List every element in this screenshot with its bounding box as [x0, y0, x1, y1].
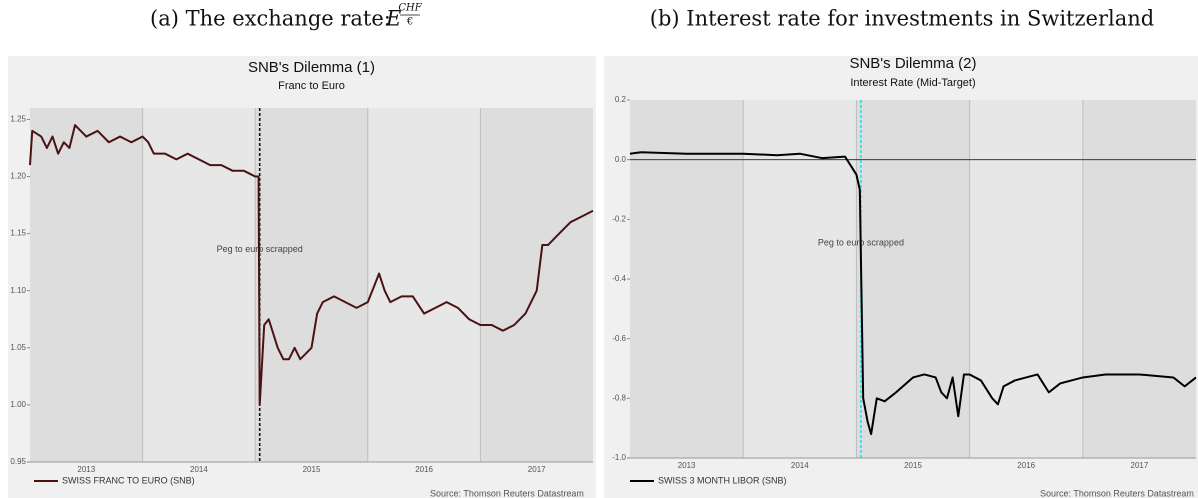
y-tick-label: -1.0 — [612, 453, 626, 462]
chart-subtitle: Franc to Euro — [278, 80, 345, 92]
chart-panel: 2013 2014 2015 2016 2017 0.95 1.00 1.05 1.10 1.15… — [8, 56, 596, 498]
x-tick-label: 2017 — [1131, 461, 1149, 470]
y-tick-label: 0.2 — [615, 95, 627, 104]
y-tick-label: -0.4 — [612, 274, 626, 283]
y-tick-label: 1.00 — [10, 400, 26, 409]
year-band — [1082, 100, 1196, 458]
year-band — [856, 100, 970, 458]
source-note: Source: Thomson Reuters Datastream — [430, 488, 584, 498]
caption: (a) The exchange rate: — [150, 7, 391, 31]
y-tick-label: 1.20 — [10, 172, 26, 181]
chart-panel: 2013 2014 2015 2016 2017 -1.0 -0.8 -0.6 -0.4 -0.2… — [604, 55, 1198, 498]
x-tick-label: 2014 — [190, 465, 208, 474]
data-line — [629, 151, 1197, 436]
chart-title: SNB's Dilemma (2) — [849, 55, 976, 72]
y-tick-label: 1.25 — [10, 115, 26, 124]
caption-sup-num: CHF — [398, 3, 422, 14]
x-tick-label: 2015 — [904, 461, 922, 470]
year-band — [30, 108, 143, 462]
year-band — [255, 108, 368, 462]
y-tick-label: -0.8 — [612, 393, 626, 402]
x-tick-label: 2013 — [678, 461, 696, 470]
chart-title: SNB's Dilemma (1) — [248, 59, 375, 76]
y-tick-label: 1.10 — [10, 286, 26, 295]
legend-label: SWISS 3 MONTH LIBOR (SNB) — [658, 475, 787, 485]
y-tick-label: -0.6 — [612, 334, 626, 343]
y-tick-label: 0.0 — [615, 155, 627, 164]
data-line — [29, 124, 594, 406]
y-tick-label: 1.15 — [10, 229, 26, 238]
x-tick-label: 2015 — [303, 465, 321, 474]
x-tick-label: 2016 — [415, 465, 433, 474]
y-tick-label: -0.2 — [612, 214, 626, 223]
caption-symbol: E — [385, 7, 401, 31]
x-tick-label: 2013 — [77, 465, 95, 474]
chart-subtitle: Interest Rate (Mid-Target) — [850, 77, 975, 89]
source-note: Source: Thomson Reuters Datastream — [1040, 488, 1194, 498]
x-tick-label: 2017 — [528, 465, 546, 474]
y-tick-label: 1.05 — [10, 343, 26, 352]
x-tick-label: 2016 — [1017, 461, 1035, 470]
x-tick-label: 2014 — [791, 461, 809, 470]
y-tick-label: 0.95 — [10, 457, 26, 466]
caption-sup-den: € — [406, 17, 413, 28]
legend-label: SWISS FRANC TO EURO (SNB) — [62, 475, 195, 485]
caption: (b) Interest rate for investments in Swi… — [650, 7, 1154, 31]
